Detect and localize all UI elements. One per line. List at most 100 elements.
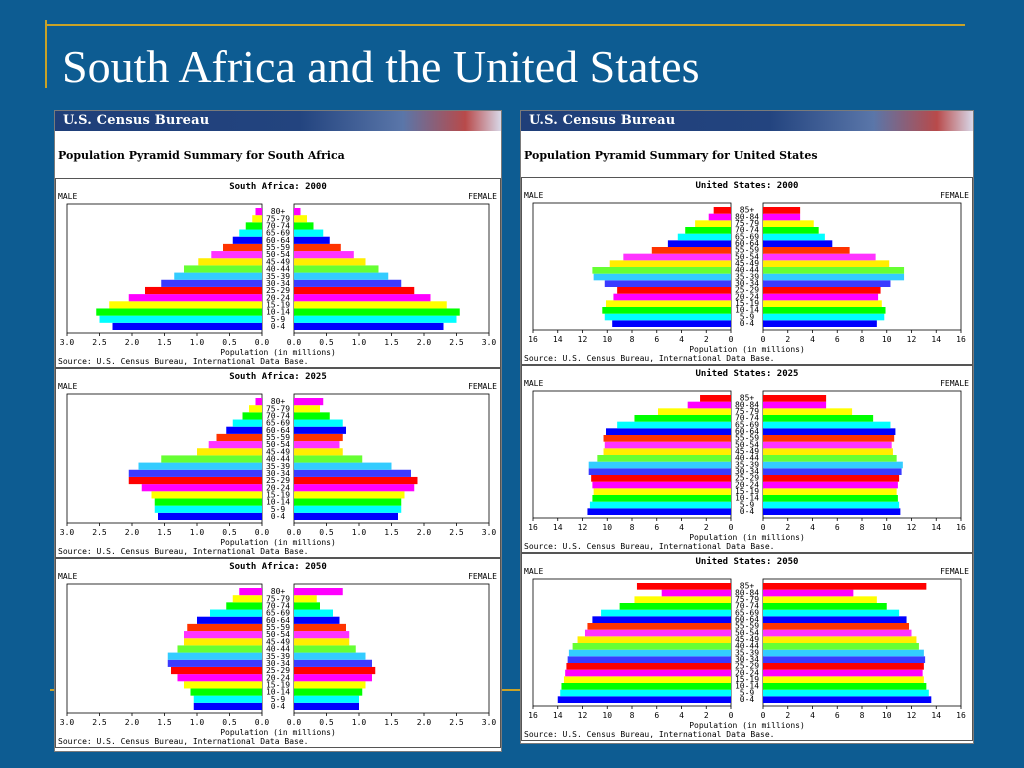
- x-tick-label: 1.0: [352, 718, 367, 727]
- age-group-label: 70-74: [735, 414, 759, 423]
- male-bar-0-4: [612, 320, 731, 327]
- x-tick-label: 16: [528, 335, 538, 344]
- x-tick-label: 2.5: [92, 528, 107, 537]
- male-bar-35-39: [568, 649, 731, 657]
- male-bar-35-39: [167, 652, 262, 660]
- age-group-label: 25-29: [735, 474, 759, 483]
- female-bar-75-79: [763, 596, 877, 603]
- age-group-label: 30-34: [735, 655, 759, 664]
- x-tick-label: 2.5: [92, 718, 107, 727]
- age-group-label: 45-49: [735, 635, 759, 644]
- female-bar-85+: [763, 395, 827, 402]
- source-note: Source: U.S. Census Bureau, Internationa…: [58, 547, 308, 556]
- female-bar-0-4: [294, 512, 398, 520]
- female-bar-35-39: [294, 462, 392, 470]
- chart-year-title: South Africa: 2050: [229, 561, 327, 572]
- female-bar-30-34: [294, 659, 372, 667]
- age-group-label: 5-9: [271, 315, 286, 324]
- age-group-label: 25-29: [735, 662, 759, 671]
- age-group-label: 20-24: [735, 292, 759, 301]
- age-group-label: 40-44: [735, 454, 759, 463]
- age-group-label: 25-29: [266, 286, 290, 295]
- age-group-label: 80+: [271, 207, 286, 216]
- female-bar-70-74: [294, 412, 330, 420]
- age-group-label: 0-4: [740, 319, 755, 328]
- age-group-label: 35-39: [266, 462, 290, 471]
- age-group-label: 70-74: [735, 226, 759, 235]
- female-bar-65-69: [763, 609, 900, 617]
- male-bar-40-44: [177, 645, 262, 653]
- x-tick-label: 3.0: [482, 338, 497, 347]
- male-bar-60-64: [197, 616, 262, 624]
- male-bar-20-24: [128, 294, 262, 302]
- age-group-label: 60-64: [266, 236, 290, 245]
- female-bar-20-24: [763, 669, 923, 677]
- x-tick-label: 10: [602, 523, 612, 532]
- male-label: MALE: [524, 379, 543, 388]
- age-group-label: 20-24: [266, 673, 290, 682]
- age-group-label: 70-74: [735, 602, 759, 611]
- x-tick-label: 0.5: [319, 528, 334, 537]
- age-group-label: 15-19: [266, 680, 290, 689]
- x-tick-label: 12: [578, 711, 588, 720]
- age-group-label: 20-24: [735, 668, 759, 677]
- male-bar-70-74: [245, 222, 262, 230]
- age-group-label: 35-39: [266, 652, 290, 661]
- age-group-label: 65-69: [735, 608, 759, 617]
- female-bar-40-44: [294, 645, 356, 653]
- age-group-label: 75-79: [266, 594, 290, 603]
- chart-frame: [521, 177, 973, 365]
- source-note: Source: U.S. Census Bureau, Internationa…: [524, 542, 774, 551]
- female-bar-50-54: [294, 441, 340, 449]
- age-group-label: 30-34: [266, 469, 290, 478]
- female-bar-40-44: [763, 455, 897, 462]
- age-group-label: 5-9: [740, 500, 755, 509]
- female-bar-60-64: [294, 426, 346, 434]
- male-bar-35-39: [593, 273, 731, 281]
- male-bar-75-79: [695, 220, 731, 227]
- male-bar-70-74: [619, 603, 731, 610]
- age-group-label: 0-4: [740, 695, 755, 704]
- age-group-label: 15-19: [266, 300, 290, 309]
- age-group-label: 40-44: [266, 455, 290, 464]
- female-bar-20-24: [294, 484, 415, 492]
- age-group-label: 20-24: [266, 483, 290, 492]
- age-group-label: 70-74: [266, 412, 290, 421]
- female-bar-0-4: [763, 508, 901, 515]
- male-bar-10-14: [190, 688, 262, 696]
- age-group-label: 70-74: [266, 222, 290, 231]
- x-tick-label: 0.0: [287, 528, 302, 537]
- banner-text: U.S. Census Bureau: [63, 113, 210, 128]
- chart-frame: [55, 558, 501, 748]
- x-tick-label: 10: [602, 335, 612, 344]
- age-group-label: 75-79: [266, 214, 290, 223]
- x-tick-label: 4: [810, 335, 815, 344]
- x-tick-label: 16: [528, 711, 538, 720]
- x-tick-label: 1.0: [190, 718, 205, 727]
- age-group-label: 0-4: [271, 702, 286, 711]
- x-tick-label: 1.5: [384, 718, 399, 727]
- female-label: FEMALE: [468, 382, 497, 391]
- source-note: Source: U.S. Census Bureau, Internationa…: [58, 737, 308, 746]
- age-group-label: 40-44: [266, 265, 290, 274]
- age-group-label: 55-59: [735, 622, 759, 631]
- female-bar-25-29: [763, 287, 881, 294]
- x-tick-label: 10: [882, 335, 892, 344]
- male-bar-45-49: [197, 448, 262, 456]
- age-group-label: 5-9: [740, 688, 755, 697]
- male-bar-60-64: [667, 240, 731, 247]
- age-group-label: 5-9: [271, 695, 286, 704]
- male-bar-15-19: [151, 491, 262, 499]
- female-bar-30-34: [763, 656, 926, 663]
- male-bar-35-39: [174, 272, 262, 280]
- female-bar-60-64: [294, 236, 330, 244]
- age-group-label: 30-34: [266, 659, 290, 668]
- male-bar-60-64: [226, 426, 262, 434]
- male-bar-0-4: [112, 322, 262, 330]
- male-bar-25-29: [591, 475, 731, 482]
- male-bar-10-14: [96, 308, 262, 316]
- age-group-label: 10-14: [735, 682, 759, 691]
- x-tick-label: 8: [860, 711, 865, 720]
- female-bar-45-49: [294, 448, 343, 456]
- male-bar-85+: [700, 395, 731, 402]
